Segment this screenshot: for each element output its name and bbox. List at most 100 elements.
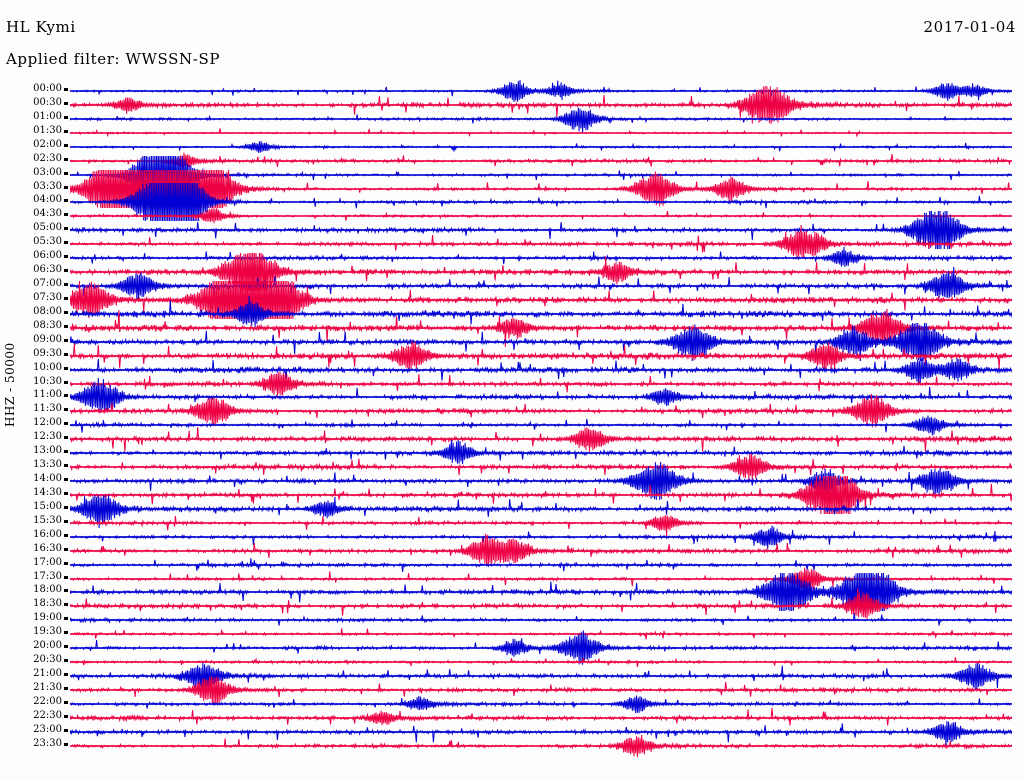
axis-tick-mark	[64, 185, 68, 189]
seismic-trace	[70, 676, 1012, 706]
seismic-trace	[70, 589, 1012, 620]
trace-time-label: 13:30	[33, 459, 62, 471]
seismic-trace	[70, 169, 1012, 208]
axis-tick-mark	[64, 533, 68, 537]
trace-row: 23:00	[0, 720, 1024, 746]
axis-tick-mark	[64, 464, 68, 468]
seismic-trace	[70, 85, 1012, 124]
trace-time-label: 01:30	[33, 124, 62, 136]
trace-time-label: 17:30	[33, 570, 62, 582]
trace-time-label: 23:30	[33, 737, 62, 749]
axis-tick-mark	[64, 227, 68, 231]
trace-time-label: 04:00	[33, 194, 62, 206]
trace-row: 15:30	[0, 514, 1024, 538]
seismic-trace	[70, 720, 1012, 746]
seismic-trace	[70, 183, 1012, 222]
trace-row: 05:30	[0, 225, 1024, 259]
seismic-trace	[70, 567, 1012, 591]
seismic-trace	[70, 247, 1012, 268]
trace-row: 20:30	[0, 655, 1024, 669]
trace-time-label: 09:30	[33, 347, 62, 359]
trace-row: 08:00	[0, 295, 1024, 327]
trace-time-label: 22:30	[33, 709, 62, 721]
axis-tick-mark	[64, 338, 68, 342]
axis-tick-mark	[64, 115, 68, 119]
trace-time-label: 19:30	[33, 626, 62, 638]
seismic-trace	[70, 630, 1012, 666]
axis-tick-mark	[64, 269, 68, 273]
trace-time-label: 06:00	[33, 250, 62, 262]
trace-time-label: 03:00	[33, 166, 62, 178]
trace-time-label: 14:30	[33, 486, 62, 498]
trace-time-label: 18:30	[33, 598, 62, 610]
axis-tick-mark	[64, 283, 68, 287]
seismic-trace	[70, 707, 1012, 726]
trace-time-label: 19:00	[33, 612, 62, 624]
trace-row: 16:00	[0, 525, 1024, 549]
trace-row: 10:00	[0, 357, 1024, 384]
axis-tick-mark	[64, 728, 68, 732]
axis-tick-mark	[64, 519, 68, 523]
trace-time-label: 08:30	[33, 319, 62, 331]
axis-tick-mark	[64, 547, 68, 551]
seismic-trace	[70, 211, 1012, 250]
seismic-trace	[70, 427, 1012, 453]
seismic-trace	[70, 295, 1012, 327]
axis-tick-mark	[64, 603, 68, 607]
axis-tick-mark	[64, 450, 68, 454]
axis-tick-mark	[64, 645, 68, 649]
axis-tick-mark	[64, 700, 68, 704]
seismic-trace	[70, 613, 1012, 627]
seismic-trace	[70, 494, 1012, 528]
seismic-trace	[70, 322, 1012, 361]
axis-tick-mark	[64, 310, 68, 314]
axis-tick-mark	[64, 686, 68, 690]
axis-tick-mark	[64, 241, 68, 245]
trace-row: 23:30	[0, 734, 1024, 757]
seismic-trace	[70, 628, 1012, 640]
trace-row: 02:30	[0, 152, 1024, 168]
trace-row: 00:00	[0, 79, 1024, 103]
seismic-trace	[70, 440, 1012, 465]
seismic-trace	[70, 140, 1012, 153]
trace-row: 04:00	[0, 183, 1024, 222]
axis-tick-mark	[64, 366, 68, 370]
trace-row: 20:00	[0, 630, 1024, 666]
trace-row: 11:00	[0, 378, 1024, 414]
trace-time-label: 11:30	[33, 403, 62, 415]
trace-time-label: 15:30	[33, 514, 62, 526]
trace-time-label: 08:00	[33, 305, 62, 317]
trace-row: 12:00	[0, 415, 1024, 436]
trace-time-label: 16:30	[33, 542, 62, 554]
trace-time-label: 07:00	[33, 278, 62, 290]
trace-time-label: 14:00	[33, 473, 62, 485]
axis-tick-mark	[64, 101, 68, 105]
trace-time-label: 22:00	[33, 695, 62, 707]
axis-tick-mark	[64, 505, 68, 509]
seismic-trace	[70, 734, 1012, 757]
axis-tick-mark	[64, 129, 68, 133]
trace-row: 09:00	[0, 322, 1024, 361]
trace-row: 09:30	[0, 340, 1024, 371]
trace-row: 06:00	[0, 247, 1024, 268]
seismic-trace	[70, 515, 1012, 538]
axis-tick-mark	[64, 673, 68, 677]
trace-time-label: 21:30	[33, 681, 62, 693]
seismic-trace	[70, 462, 1012, 501]
axis-tick-mark	[64, 352, 68, 356]
seismic-trace	[70, 415, 1012, 436]
trace-row: 22:30	[0, 707, 1024, 726]
axis-tick-mark	[64, 296, 68, 300]
trace-time-label: 05:00	[33, 222, 62, 234]
axis-tick-mark	[64, 157, 68, 161]
trace-time-label: 20:30	[33, 654, 62, 666]
trace-time-label: 02:00	[33, 138, 62, 150]
trace-time-label: 18:00	[33, 584, 62, 596]
seismic-trace	[70, 107, 1012, 133]
trace-row: 22:00	[0, 695, 1024, 714]
seismic-trace	[70, 308, 1012, 347]
trace-row: 10:30	[0, 371, 1024, 396]
axis-tick-mark	[64, 422, 68, 426]
axis-tick-mark	[64, 88, 68, 91]
seismic-trace	[70, 453, 1012, 481]
